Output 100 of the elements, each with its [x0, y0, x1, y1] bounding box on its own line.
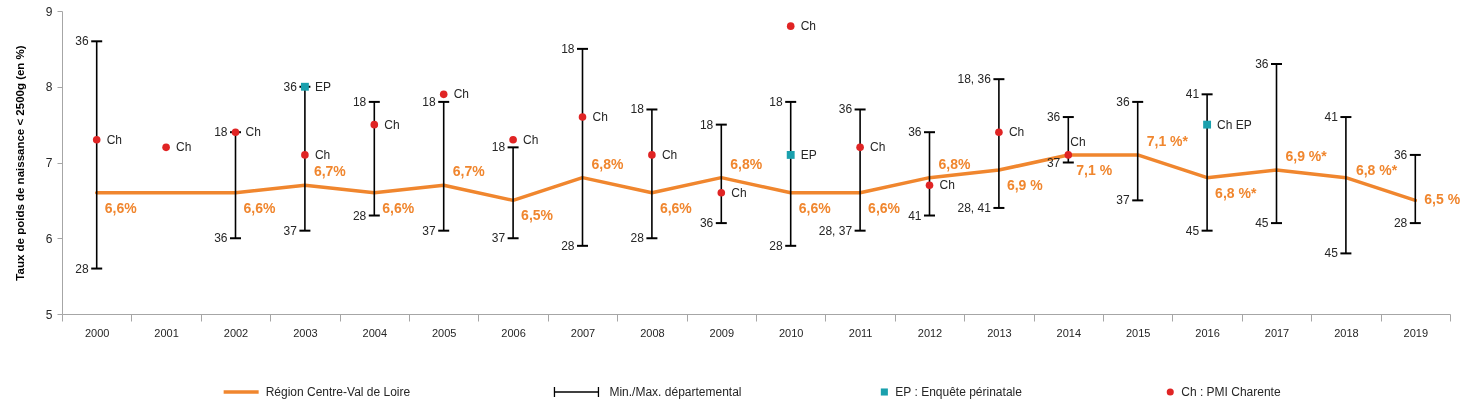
- y-tick-label: 6: [45, 231, 53, 246]
- annotation: 36: [699, 216, 714, 231]
- annotation: 41: [908, 208, 922, 223]
- annotation: 28: [75, 261, 90, 276]
- point: [162, 143, 170, 152]
- point: [786, 150, 795, 159]
- annotation: 36: [1255, 57, 1269, 72]
- point: [578, 113, 587, 121]
- annotation: 18: [561, 41, 575, 56]
- annotation: 36: [1046, 110, 1061, 125]
- data-label: 6,5%: [521, 207, 554, 224]
- annotation: 28, 37: [818, 223, 853, 238]
- x-tick-label: 2004: [362, 326, 388, 339]
- legend-label: Ch : PMI Charente: [1181, 385, 1281, 399]
- x-tick-label: 2000: [84, 326, 110, 339]
- x-tick-label: 2019: [1403, 326, 1429, 339]
- x-tick-label: 2015: [1125, 326, 1151, 339]
- data-label: 6,6%: [798, 199, 832, 216]
- x-tick-label: 2013: [987, 326, 1012, 339]
- annotation: 37: [283, 223, 298, 238]
- annotation: 36: [1116, 94, 1131, 109]
- annotation: 18: [352, 94, 367, 109]
- x-tick-label: 2002: [223, 326, 249, 339]
- annotation: 36: [908, 125, 922, 140]
- data-label: Ch: [245, 125, 261, 140]
- data-label: Ch: [1008, 125, 1025, 140]
- point: [925, 181, 934, 190]
- data-label: 6,9 %: [1006, 177, 1044, 194]
- annotation: 45: [1185, 223, 1200, 238]
- data-label: 6,8%: [938, 155, 971, 172]
- data-label: 6,6%: [104, 199, 138, 216]
- annotation: 36: [283, 79, 298, 94]
- data-label: Ch: [384, 117, 400, 132]
- annotation: 18: [214, 125, 228, 140]
- data-label: Ch: [800, 19, 817, 34]
- data-label: 6,6%: [659, 199, 693, 216]
- x-tick-label: 2006: [501, 326, 526, 339]
- annotation: 36: [75, 34, 90, 49]
- x-tick-label: 2009: [709, 326, 735, 339]
- annotation: 28: [1393, 216, 1408, 231]
- point: [509, 135, 517, 144]
- point: [856, 143, 864, 152]
- point: [717, 189, 726, 197]
- data-label: 6,8 %*: [1215, 184, 1257, 201]
- annotation: 28: [561, 238, 575, 253]
- x-tick-label: 2018: [1334, 326, 1359, 339]
- data-label: Ch: [176, 140, 192, 155]
- y-tick-label: 7: [45, 156, 53, 170]
- data-label: Ch: [870, 140, 886, 155]
- legend-label: Région Centre-Val de Loire: [265, 385, 411, 399]
- data-label: 6,6%: [868, 199, 901, 216]
- data-label: 6,6%: [243, 199, 276, 216]
- point: [786, 22, 795, 30]
- annotation: 18, 36: [957, 72, 992, 87]
- data-label: 6,8%: [730, 155, 763, 172]
- y-axis-title: Taux de poids de naissance < 2500g (en %): [13, 45, 26, 281]
- point: [92, 135, 101, 144]
- data-label: Ch: [592, 110, 608, 125]
- x-tick-label: 2011: [848, 326, 873, 339]
- data-label: Ch: [523, 132, 539, 147]
- annotation: 18: [699, 117, 714, 132]
- data-label: Ch: [939, 178, 955, 193]
- annotation: 18: [630, 102, 645, 117]
- y-tick-label: 8: [45, 80, 53, 95]
- data-label: EP: [800, 147, 817, 162]
- data-label: Ch EP: [1217, 117, 1252, 132]
- x-tick-label: 2016: [1195, 326, 1220, 339]
- annotation: 28: [352, 208, 367, 223]
- x-tick-label: 2008: [640, 326, 665, 339]
- data-label: Ch: [106, 132, 123, 147]
- x-tick-label: 2005: [431, 326, 457, 339]
- annotation: 37: [1116, 193, 1131, 208]
- x-tick-label: 2017: [1264, 326, 1290, 339]
- annotation: 36: [1393, 147, 1408, 162]
- point: [1064, 151, 1073, 159]
- annotation: 28: [630, 231, 645, 246]
- annotation: 37: [1046, 155, 1061, 170]
- annotation: 36: [838, 102, 853, 117]
- annotation: 18: [422, 94, 437, 109]
- data-label: 6,6%: [382, 199, 415, 216]
- data-label: Ch: [731, 185, 747, 200]
- annotation: 45: [1255, 216, 1269, 231]
- annotation: 28: [769, 238, 784, 253]
- data-label: 6,9 %*: [1285, 148, 1328, 165]
- data-label: 6,8 %*: [1355, 161, 1398, 178]
- annotation: 37: [491, 231, 506, 246]
- data-label: 6,7%: [313, 163, 347, 180]
- x-tick-label: 2007: [570, 326, 596, 339]
- annotation: 45: [1324, 246, 1339, 261]
- point: [648, 151, 656, 159]
- data-label: EP: [314, 79, 331, 94]
- point: [995, 128, 1003, 136]
- point: [370, 120, 379, 129]
- x-tick-label: 2003: [293, 326, 318, 339]
- annotation: 18: [769, 94, 784, 109]
- annotation: 28, 41: [957, 200, 992, 215]
- data-label: 7,1 %*: [1146, 132, 1189, 149]
- data-label: Ch: [314, 147, 331, 162]
- annotation: 36: [214, 231, 228, 246]
- legend-label: EP : Enquête périnatale: [895, 385, 1023, 399]
